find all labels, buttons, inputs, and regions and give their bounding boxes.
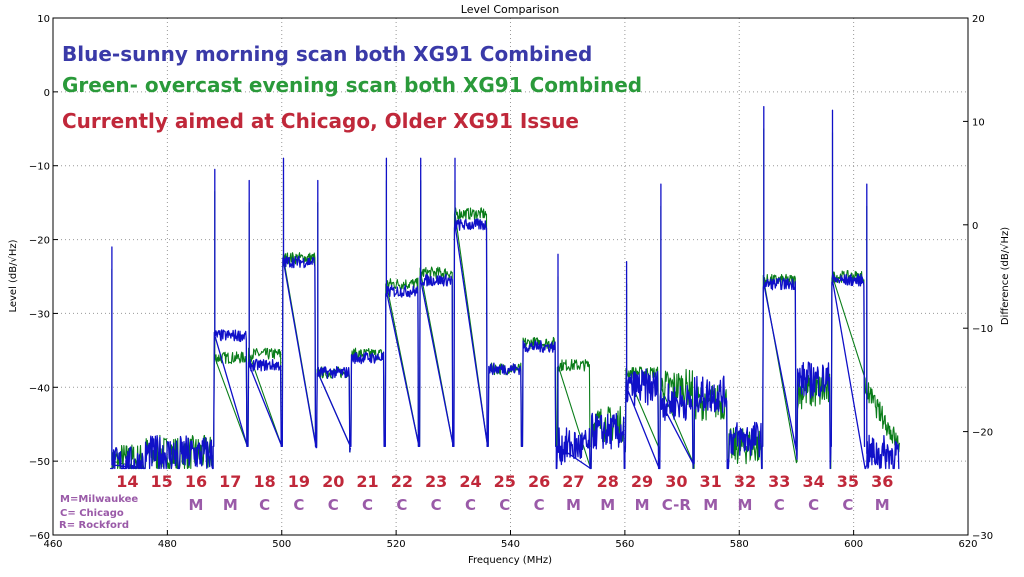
x-tick-label: 580 bbox=[730, 539, 749, 550]
channel-number-label: 18 bbox=[253, 472, 275, 491]
chart-title: Level Comparison bbox=[461, 3, 559, 16]
key-rockford: R= Rockford bbox=[59, 520, 129, 531]
station-label: M bbox=[875, 496, 890, 514]
station-label: C bbox=[842, 496, 853, 514]
channel-number-label: 23 bbox=[425, 472, 447, 491]
y-axis-label: Level (dB/√Hz) bbox=[8, 239, 19, 312]
traces bbox=[110, 105, 900, 470]
x-tick-label: 620 bbox=[958, 539, 977, 550]
x-tick-label: 500 bbox=[272, 539, 291, 550]
y2-tick-label: 10 bbox=[972, 117, 985, 128]
channel-number-label: 34 bbox=[802, 472, 824, 491]
y-tick-label: 0 bbox=[44, 88, 50, 99]
station-label: M bbox=[738, 496, 753, 514]
ticks: 460 480 500 520 540 560 580 600 620 −60 −50 −40 −30 −… bbox=[29, 14, 993, 550]
station-label: C bbox=[499, 496, 510, 514]
x-tick-label: 600 bbox=[844, 539, 863, 550]
y-tick-label: −60 bbox=[29, 531, 50, 542]
channel-number-label: 30 bbox=[665, 472, 687, 491]
annotation-green: Green- overcast evening scan both XG91 C… bbox=[62, 73, 642, 97]
channel-number-label: 24 bbox=[459, 472, 481, 491]
station-label: C bbox=[259, 496, 270, 514]
channel-number-label: 35 bbox=[837, 472, 859, 491]
y2-tick-label: −10 bbox=[972, 324, 993, 335]
channel-number-label: 15 bbox=[151, 472, 173, 491]
channel-number-label: 16 bbox=[185, 472, 207, 491]
station-label: M bbox=[189, 496, 204, 514]
station-label: C bbox=[396, 496, 407, 514]
y2-axis-label: Difference (dB/√Hz) bbox=[1000, 227, 1011, 325]
station-label: C-R bbox=[662, 496, 692, 514]
channel-number-label: 36 bbox=[871, 472, 893, 491]
annotation-red: Currently aimed at Chicago, Older XG91 I… bbox=[62, 109, 579, 133]
channel-number-label: 25 bbox=[494, 472, 516, 491]
channel-number-label: 17 bbox=[219, 472, 241, 491]
y2-tick-label: −20 bbox=[972, 428, 993, 439]
station-label: M bbox=[703, 496, 718, 514]
y-tick-label: −20 bbox=[29, 236, 50, 247]
x-axis-label: Frequency (MHz) bbox=[468, 555, 552, 566]
station-label: M bbox=[600, 496, 615, 514]
station-label: M bbox=[223, 496, 238, 514]
station-label: C bbox=[328, 496, 339, 514]
channel-number-label: 27 bbox=[562, 472, 584, 491]
y-tick-label: 10 bbox=[37, 14, 50, 25]
station-label: C bbox=[293, 496, 304, 514]
channel-number-label: 19 bbox=[288, 472, 310, 491]
station-label: C bbox=[431, 496, 442, 514]
station-label: C bbox=[362, 496, 373, 514]
x-tick-label: 520 bbox=[387, 539, 406, 550]
channel-number-label: 33 bbox=[768, 472, 790, 491]
y2-tick-label: 20 bbox=[972, 14, 985, 25]
channel-number-label: 26 bbox=[528, 472, 550, 491]
channel-number-label: 32 bbox=[734, 472, 756, 491]
channel-number-label: 21 bbox=[356, 472, 378, 491]
y-tick-label: −30 bbox=[29, 309, 50, 320]
station-label: M bbox=[566, 496, 581, 514]
annotation-blue: Blue-sunny morning scan both XG91 Combin… bbox=[62, 42, 592, 66]
x-tick-label: 540 bbox=[501, 539, 520, 550]
channel-number-label: 28 bbox=[597, 472, 619, 491]
x-tick-label: 560 bbox=[615, 539, 634, 550]
y-tick-label: −50 bbox=[29, 457, 50, 468]
grid bbox=[53, 18, 968, 535]
station-label: C bbox=[774, 496, 785, 514]
channel-number-label: 22 bbox=[391, 472, 413, 491]
channel-number-label: 31 bbox=[700, 472, 722, 491]
channel-number-label: 29 bbox=[631, 472, 653, 491]
key-milwaukee: M=Milwaukee bbox=[60, 494, 138, 505]
y-tick-label: −10 bbox=[29, 162, 50, 173]
channel-number-label: 14 bbox=[116, 472, 138, 491]
key-chicago: C= Chicago bbox=[60, 508, 124, 519]
station-label: C bbox=[808, 496, 819, 514]
station-label: C bbox=[534, 496, 545, 514]
channel-number-label: 20 bbox=[322, 472, 344, 491]
x-tick-label: 460 bbox=[43, 539, 62, 550]
x-tick-label: 480 bbox=[158, 539, 177, 550]
blue-series-line bbox=[110, 105, 900, 470]
station-label: C bbox=[465, 496, 476, 514]
channel-labels: 14 15 16 M 17 M 18 C 19 C 20 C 21 C 22 C 23 C 24 C 25 C 26 C 27 M… bbox=[116, 472, 893, 514]
y2-tick-label: 0 bbox=[972, 221, 978, 232]
station-label: M bbox=[635, 496, 650, 514]
y2-tick-label: −30 bbox=[972, 531, 993, 542]
y-tick-label: −40 bbox=[29, 383, 50, 394]
